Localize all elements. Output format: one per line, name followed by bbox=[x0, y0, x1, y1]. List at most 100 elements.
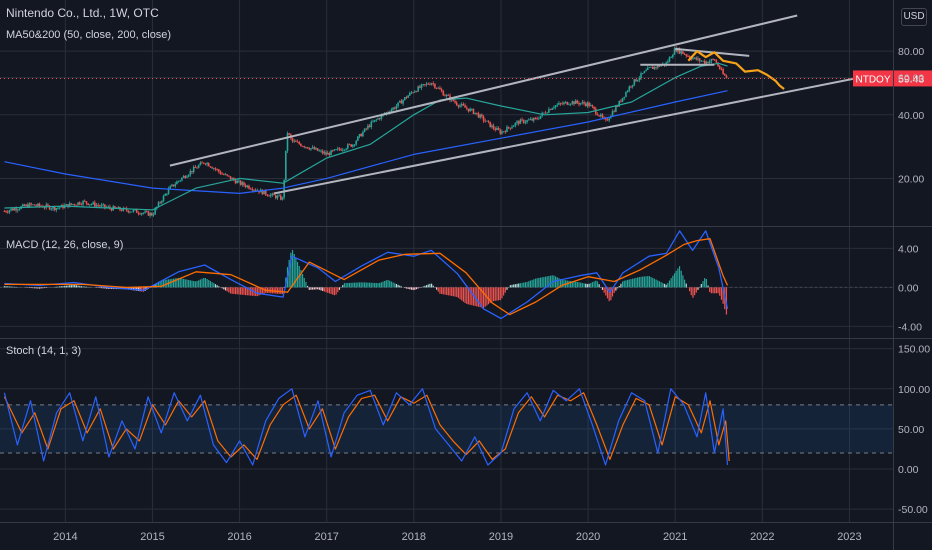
candle-body bbox=[496, 128, 498, 130]
candle-body bbox=[628, 86, 631, 91]
candle-body bbox=[18, 208, 21, 210]
x-tick-label-2018: 2018 bbox=[402, 531, 426, 543]
candle-body bbox=[720, 68, 723, 70]
candle-body bbox=[393, 107, 396, 109]
candle-body bbox=[432, 83, 435, 85]
candle-body bbox=[352, 144, 354, 147]
candle-body bbox=[514, 122, 517, 126]
candle-body bbox=[459, 105, 461, 107]
candle-body bbox=[249, 188, 252, 190]
candle-body bbox=[630, 86, 632, 88]
candle-body bbox=[38, 203, 41, 206]
candle-body bbox=[613, 111, 616, 113]
candle-body bbox=[494, 128, 497, 130]
candle-body bbox=[315, 148, 317, 150]
candle-body bbox=[274, 195, 277, 199]
candle-body bbox=[363, 128, 366, 132]
candle-body bbox=[398, 100, 401, 103]
candle-body bbox=[606, 119, 609, 121]
candle-body bbox=[658, 65, 661, 67]
candle-body bbox=[293, 140, 296, 142]
macd-panel[interactable] bbox=[0, 230, 893, 320]
candle-body bbox=[179, 180, 182, 182]
candle-body bbox=[412, 92, 414, 94]
candle-body bbox=[692, 58, 694, 60]
candle-body bbox=[328, 153, 331, 156]
candle-body bbox=[479, 114, 481, 118]
candle-body bbox=[643, 71, 646, 74]
candle-body bbox=[576, 100, 579, 103]
candle-body bbox=[422, 84, 425, 85]
candle-body bbox=[522, 119, 525, 123]
candle-body bbox=[695, 57, 698, 60]
candle-body bbox=[484, 120, 487, 122]
candle-body bbox=[30, 203, 32, 205]
candle-body bbox=[497, 128, 500, 130]
candle-body bbox=[301, 146, 304, 147]
candle-body bbox=[239, 180, 242, 185]
candle-body bbox=[648, 67, 651, 68]
candle-body bbox=[625, 92, 627, 97]
candle-body bbox=[94, 202, 96, 207]
candle-body bbox=[469, 108, 471, 112]
candle-body bbox=[77, 202, 79, 205]
candle-body bbox=[707, 61, 709, 64]
candle-body bbox=[278, 195, 280, 197]
candle-body bbox=[343, 149, 346, 151]
candle-body bbox=[660, 65, 662, 67]
stoch-y-tick-label: 150.00 bbox=[898, 344, 930, 356]
candle-body bbox=[417, 86, 419, 92]
candle-body bbox=[511, 126, 513, 129]
candle-body bbox=[78, 202, 81, 205]
candle-body bbox=[132, 209, 135, 212]
candle-body bbox=[212, 168, 215, 170]
stochastic-panel[interactable] bbox=[0, 388, 893, 466]
candle-body bbox=[573, 101, 575, 105]
candle-body bbox=[340, 149, 342, 151]
candle-body bbox=[187, 174, 190, 177]
macd-line bbox=[4, 230, 729, 320]
candle-body bbox=[457, 105, 460, 107]
price-panel[interactable]: NTDOY 59.43 bbox=[0, 14, 932, 218]
candle-body bbox=[589, 105, 592, 107]
candle-body bbox=[154, 208, 156, 215]
candle-body bbox=[693, 57, 696, 59]
ticker-tag: NTDOY bbox=[856, 74, 891, 85]
candle-body bbox=[321, 150, 324, 154]
candle-body bbox=[713, 59, 716, 61]
candle-body bbox=[702, 60, 704, 62]
candle-body bbox=[504, 131, 507, 133]
x-tick-label-2014: 2014 bbox=[53, 531, 77, 543]
candle-body bbox=[174, 184, 177, 187]
last-price-tag-bg bbox=[894, 70, 932, 87]
candle-body bbox=[621, 97, 624, 102]
candle-body bbox=[65, 204, 68, 206]
candle-body bbox=[288, 133, 290, 135]
candle-body bbox=[703, 60, 706, 64]
candle-body bbox=[442, 91, 445, 96]
candle-body bbox=[375, 119, 378, 121]
candle-body bbox=[531, 119, 533, 121]
candle-body bbox=[254, 189, 257, 191]
candle-body bbox=[10, 208, 12, 211]
currency-badge[interactable]: USD bbox=[901, 8, 927, 26]
candle-body bbox=[271, 193, 274, 195]
candle-body bbox=[481, 114, 483, 117]
candle-body bbox=[656, 65, 659, 68]
candle-body bbox=[372, 121, 374, 123]
candle-body bbox=[149, 213, 151, 216]
candle-body bbox=[549, 109, 552, 110]
candle-body bbox=[452, 98, 455, 102]
candle-body bbox=[104, 204, 106, 208]
price-y-tick-label: 60.00 bbox=[898, 73, 924, 85]
candle-body bbox=[186, 176, 188, 178]
x-tick-label-2017: 2017 bbox=[314, 531, 338, 543]
candle-body bbox=[460, 104, 463, 106]
candle-body bbox=[28, 203, 31, 208]
candle-body bbox=[139, 213, 141, 215]
candle-body bbox=[462, 104, 465, 106]
candle-body bbox=[429, 84, 431, 86]
candle-body bbox=[698, 58, 701, 61]
candle-body bbox=[476, 112, 478, 114]
